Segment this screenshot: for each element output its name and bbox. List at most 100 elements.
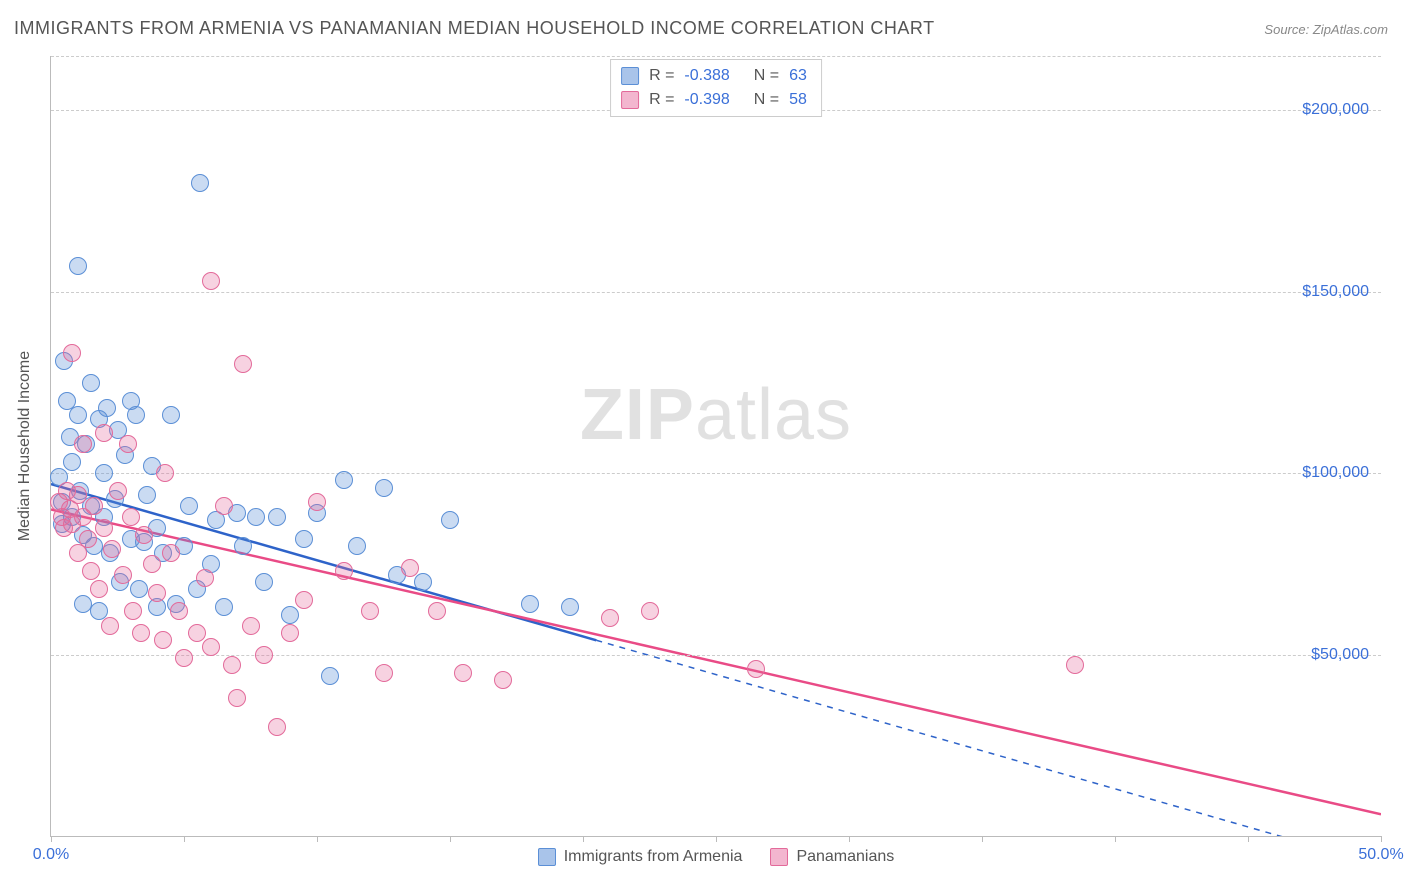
data-point-panamanian	[170, 602, 188, 620]
legend-bottom: Immigrants from Armenia Panamanians	[51, 848, 1381, 866]
data-point-panamanian	[82, 562, 100, 580]
y-tick-label: $200,000	[1302, 101, 1369, 119]
stat-label-r: R =	[649, 67, 674, 85]
x-tick	[982, 836, 983, 842]
data-point-armenia	[127, 406, 145, 424]
data-point-armenia	[268, 508, 286, 526]
data-point-armenia	[234, 537, 252, 555]
data-point-panamanian	[95, 519, 113, 537]
watermark-rest: atlas	[695, 375, 852, 455]
y-tick-label: $50,000	[1311, 646, 1369, 664]
data-point-panamanian	[143, 555, 161, 573]
stat-label-r: R =	[649, 91, 674, 109]
data-point-armenia	[247, 508, 265, 526]
data-point-panamanian	[242, 617, 260, 635]
data-point-armenia	[348, 537, 366, 555]
x-tick	[51, 836, 52, 842]
data-point-panamanian	[132, 624, 150, 642]
stat-value-r: -0.388	[684, 67, 729, 85]
data-point-panamanian	[202, 272, 220, 290]
x-tick-label: 50.0%	[1358, 846, 1403, 864]
data-point-armenia	[375, 479, 393, 497]
data-point-panamanian	[148, 584, 166, 602]
data-point-armenia	[95, 464, 113, 482]
data-point-panamanian	[154, 631, 172, 649]
data-point-armenia	[130, 580, 148, 598]
data-point-panamanian	[162, 544, 180, 562]
data-point-panamanian	[454, 664, 472, 682]
data-point-panamanian	[295, 591, 313, 609]
data-point-panamanian	[1066, 656, 1084, 674]
data-point-panamanian	[196, 569, 214, 587]
data-point-panamanian	[601, 609, 619, 627]
chart-title: IMMIGRANTS FROM ARMENIA VS PANAMANIAN ME…	[14, 18, 935, 39]
data-point-panamanian	[641, 602, 659, 620]
x-tick	[450, 836, 451, 842]
x-tick	[1381, 836, 1382, 842]
gridline	[51, 292, 1381, 293]
data-point-armenia	[281, 606, 299, 624]
data-point-panamanian	[156, 464, 174, 482]
chart-container: IMMIGRANTS FROM ARMENIA VS PANAMANIAN ME…	[0, 0, 1406, 892]
data-point-armenia	[69, 257, 87, 275]
data-point-panamanian	[335, 562, 353, 580]
data-point-armenia	[162, 406, 180, 424]
data-point-panamanian	[494, 671, 512, 689]
data-point-panamanian	[175, 649, 193, 667]
data-point-armenia	[191, 174, 209, 192]
source-credit: Source: ZipAtlas.com	[1264, 22, 1388, 37]
legend-label: Immigrants from Armenia	[564, 848, 743, 866]
data-point-armenia	[295, 530, 313, 548]
data-point-panamanian	[95, 424, 113, 442]
data-point-panamanian	[223, 656, 241, 674]
watermark: ZIPatlas	[580, 374, 852, 456]
data-point-panamanian	[90, 580, 108, 598]
data-point-panamanian	[375, 664, 393, 682]
data-point-armenia	[441, 511, 459, 529]
data-point-panamanian	[69, 486, 87, 504]
gridline	[51, 56, 1381, 57]
data-point-panamanian	[114, 566, 132, 584]
data-point-armenia	[180, 497, 198, 515]
x-tick	[1115, 836, 1116, 842]
data-point-panamanian	[63, 344, 81, 362]
x-tick	[1248, 836, 1249, 842]
data-point-panamanian	[79, 530, 97, 548]
data-point-panamanian	[255, 646, 273, 664]
legend-item-panamanian: Panamanians	[770, 848, 894, 866]
legend-swatch	[770, 848, 788, 866]
data-point-panamanian	[361, 602, 379, 620]
y-tick-label: $150,000	[1302, 283, 1369, 301]
data-point-armenia	[561, 598, 579, 616]
x-tick	[184, 836, 185, 842]
data-point-armenia	[63, 453, 81, 471]
legend-row-armenia: R = -0.388 N = 63	[621, 64, 807, 88]
legend-swatch	[621, 67, 639, 85]
data-point-panamanian	[202, 638, 220, 656]
stat-value-r: -0.398	[684, 91, 729, 109]
plot-area: Median Household Income ZIPatlas R = -0.…	[50, 56, 1381, 837]
data-point-panamanian	[122, 508, 140, 526]
stat-value-n: 63	[789, 67, 807, 85]
data-point-armenia	[521, 595, 539, 613]
data-point-armenia	[138, 486, 156, 504]
data-point-panamanian	[215, 497, 233, 515]
source-label: Source:	[1264, 22, 1309, 37]
x-tick	[716, 836, 717, 842]
data-point-armenia	[82, 374, 100, 392]
data-point-armenia	[98, 399, 116, 417]
data-point-panamanian	[109, 482, 127, 500]
legend-row-panamanian: R = -0.398N = 58	[621, 88, 807, 112]
data-point-armenia	[321, 667, 339, 685]
data-point-panamanian	[101, 617, 119, 635]
data-point-panamanian	[281, 624, 299, 642]
trend-line	[51, 509, 1381, 814]
data-point-panamanian	[428, 602, 446, 620]
watermark-zip: ZIP	[580, 375, 695, 455]
stat-label-n: N =	[754, 67, 779, 85]
data-point-panamanian	[124, 602, 142, 620]
stat-label-n: N =	[754, 91, 779, 109]
x-tick-label: 0.0%	[33, 846, 69, 864]
y-axis-title: Median Household Income	[16, 351, 34, 541]
trend-lines-layer	[51, 56, 1381, 836]
